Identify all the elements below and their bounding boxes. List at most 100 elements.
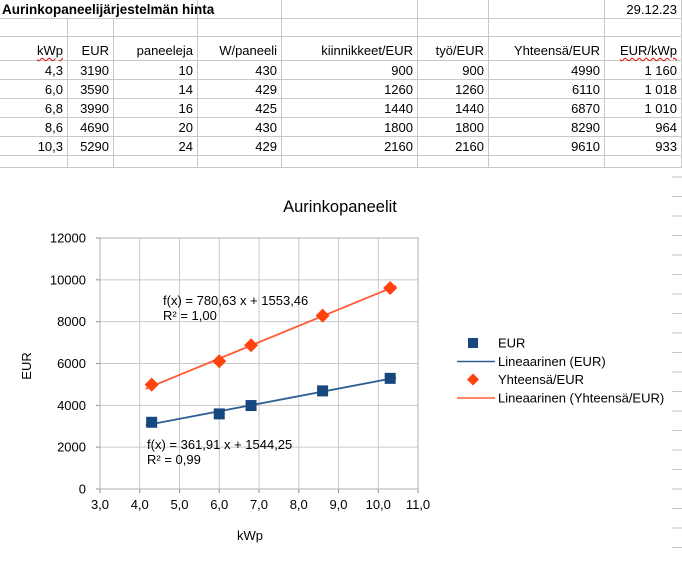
- table-cell[interactable]: 3590: [68, 80, 114, 99]
- table-cell[interactable]: 8290: [489, 118, 605, 137]
- empty-cell[interactable]: [605, 19, 682, 37]
- table-cell[interactable]: 3990: [68, 99, 114, 118]
- column-header-kiinnikkeet-eur[interactable]: kiinnikkeet/EUR: [282, 37, 418, 61]
- empty-cell[interactable]: [68, 19, 114, 37]
- marker-diamond-1: [315, 308, 330, 323]
- table-cell[interactable]: 6110: [489, 80, 605, 99]
- table-cell[interactable]: 1440: [282, 99, 418, 118]
- table-cell[interactable]: 1 160: [605, 61, 682, 80]
- legend-label-1: Lineaarinen (EUR): [498, 354, 606, 369]
- trendline-1: [145, 285, 397, 390]
- column-header-eur-kwp[interactable]: EUR/kWp: [605, 37, 682, 61]
- legend-label-3: Lineaarinen (Yhteensä/EUR): [498, 391, 664, 406]
- table-cell[interactable]: 900: [282, 61, 418, 80]
- empty-cell[interactable]: [418, 0, 489, 19]
- x-tick-label: 6,0: [210, 497, 228, 512]
- column-header-ty-eur[interactable]: työ/EUR: [418, 37, 489, 61]
- column-header-yhteens-eur[interactable]: Yhteensä/EUR: [489, 37, 605, 61]
- table-cell[interactable]: 3190: [68, 61, 114, 80]
- x-tick-label: 10,0: [366, 497, 391, 512]
- empty-cell[interactable]: [0, 156, 68, 168]
- legend-label-2: Yhteensä/EUR: [498, 372, 584, 387]
- empty-cell[interactable]: [114, 19, 198, 37]
- y-axis-label: EUR: [19, 352, 34, 379]
- empty-cell[interactable]: [282, 156, 418, 168]
- y-tick-label: 12000: [50, 231, 86, 246]
- marker-diamond-1: [144, 377, 159, 392]
- table-cell[interactable]: 10: [114, 61, 198, 80]
- empty-cell[interactable]: [68, 156, 114, 168]
- empty-cell[interactable]: [282, 19, 418, 37]
- legend-diamond-icon: [467, 373, 479, 386]
- x-tick-label: 8,0: [290, 497, 308, 512]
- table-cell[interactable]: 430: [198, 61, 282, 80]
- legend-square-icon: [468, 338, 478, 348]
- sheet-date[interactable]: 29.12.23: [605, 0, 682, 19]
- y-tick-label: 10000: [50, 272, 86, 287]
- trendline-0: [145, 376, 397, 427]
- y-tick-label: 6000: [57, 356, 86, 371]
- plot-border: [99, 237, 419, 490]
- column-header-w-paneeli[interactable]: W/paneeli: [198, 37, 282, 61]
- empty-cell[interactable]: [114, 156, 198, 168]
- y-tick-label: 0: [79, 482, 86, 497]
- table-cell[interactable]: 425: [198, 99, 282, 118]
- y-tick-label: 8000: [57, 314, 86, 329]
- table-cell[interactable]: 4690: [68, 118, 114, 137]
- trend-r2-0: R² = 0,99: [147, 452, 201, 467]
- legend-label-0: EUR: [498, 336, 525, 351]
- table-cell[interactable]: 1800: [282, 118, 418, 137]
- x-axis-label: kWp: [237, 528, 263, 543]
- empty-cell[interactable]: [489, 0, 605, 19]
- table-cell[interactable]: 5290: [68, 137, 114, 156]
- table-cell[interactable]: 9610: [489, 137, 605, 156]
- empty-cell[interactable]: [282, 0, 418, 19]
- table-cell[interactable]: 6870: [489, 99, 605, 118]
- table-cell[interactable]: 1260: [282, 80, 418, 99]
- table-cell[interactable]: 430: [198, 118, 282, 137]
- table-cell[interactable]: 1800: [418, 118, 489, 137]
- column-header-paneeleja[interactable]: paneeleja: [114, 37, 198, 61]
- table-cell[interactable]: 429: [198, 137, 282, 156]
- empty-cell[interactable]: [198, 156, 282, 168]
- empty-cell[interactable]: [198, 19, 282, 37]
- table-cell[interactable]: 2160: [418, 137, 489, 156]
- table-cell[interactable]: 1 010: [605, 99, 682, 118]
- table-cell[interactable]: 4,3: [0, 61, 68, 80]
- empty-cell[interactable]: [418, 19, 489, 37]
- empty-cell[interactable]: [489, 156, 605, 168]
- spreadsheet: Aurinkopaneelijärjestelmän hinta 29.12.23…: [0, 0, 682, 168]
- empty-cell[interactable]: [418, 156, 489, 168]
- y-tick-label: 4000: [57, 398, 86, 413]
- x-tick-label: 7,0: [250, 497, 268, 512]
- table-cell[interactable]: 933: [605, 137, 682, 156]
- column-header-kwp[interactable]: kWp: [0, 37, 68, 61]
- table-cell[interactable]: 24: [114, 137, 198, 156]
- table-cell[interactable]: 2160: [282, 137, 418, 156]
- x-tick-label: 5,0: [170, 497, 188, 512]
- table-cell[interactable]: 1 018: [605, 80, 682, 99]
- table-cell[interactable]: 429: [198, 80, 282, 99]
- table-cell[interactable]: 6,0: [0, 80, 68, 99]
- chart-object[interactable]: 3,0 4,0 5,0 6,0 7,0 8,0 9,0 10,0 11,0 0 2000 4000 60…: [0, 168, 672, 564]
- empty-cell[interactable]: [489, 19, 605, 37]
- column-header-eur[interactable]: EUR: [68, 37, 114, 61]
- table-cell[interactable]: 900: [418, 61, 489, 80]
- table-cell[interactable]: 16: [114, 99, 198, 118]
- marker-diamond-1: [212, 354, 227, 369]
- table-cell[interactable]: 964: [605, 118, 682, 137]
- marker-square-0: [146, 416, 158, 428]
- table-cell[interactable]: 8,6: [0, 118, 68, 137]
- empty-cell[interactable]: [0, 19, 68, 37]
- table-cell[interactable]: 14: [114, 80, 198, 99]
- table-cell[interactable]: 20: [114, 118, 198, 137]
- empty-cell[interactable]: [605, 156, 682, 168]
- table-cell[interactable]: 6,8: [0, 99, 68, 118]
- table-cell[interactable]: 4990: [489, 61, 605, 80]
- table-cell[interactable]: 1440: [418, 99, 489, 118]
- sheet-title[interactable]: Aurinkopaneelijärjestelmän hinta: [0, 0, 214, 19]
- table-cell[interactable]: 10,3: [0, 137, 68, 156]
- table-cell[interactable]: 1260: [418, 80, 489, 99]
- x-tick-label: 4,0: [131, 497, 149, 512]
- empty-cell[interactable]: [198, 0, 282, 19]
